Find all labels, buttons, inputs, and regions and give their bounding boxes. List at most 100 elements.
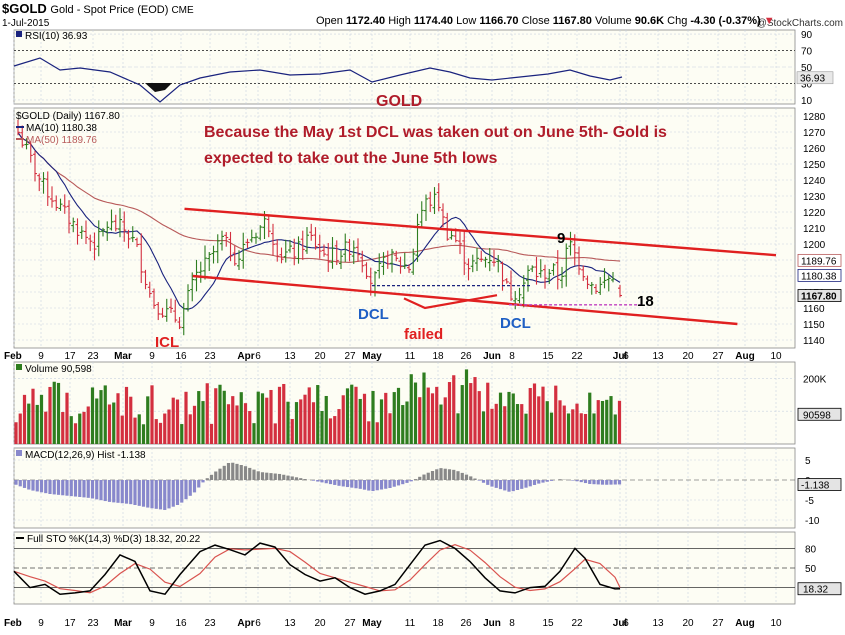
x-tick-label-bottom: 16 xyxy=(175,618,187,629)
macd-legend: MACD(12,26,9) Hist -1.138 xyxy=(25,450,146,461)
macd-hist-bar xyxy=(393,480,396,487)
chart-header: $GOLD Gold - Spot Price (EOD) CME1-Jul-2… xyxy=(2,1,843,29)
volume-bar xyxy=(546,401,549,444)
volume-bar xyxy=(308,387,311,444)
macd-hist-bar xyxy=(320,480,323,482)
x-tick-label-bottom: 18 xyxy=(432,618,444,629)
x-tick-label: 13 xyxy=(652,351,664,362)
volume-bar xyxy=(299,399,302,444)
volume-bar xyxy=(125,387,128,444)
volume-bar xyxy=(571,409,574,444)
volume-bar xyxy=(342,395,345,444)
volume-bar xyxy=(201,401,204,444)
x-tick-label-bottom: 10 xyxy=(770,618,782,629)
macd-hist-bar xyxy=(537,480,540,484)
x-tick-label: May xyxy=(362,351,382,362)
macd-hist-bar xyxy=(388,480,391,488)
volume-bar xyxy=(376,422,379,444)
volume-bar xyxy=(74,423,77,444)
rsi-tick-label: 90 xyxy=(801,30,813,41)
volume-bar xyxy=(150,385,153,444)
macd-hist-bar xyxy=(61,480,64,495)
volume-bar xyxy=(478,391,481,444)
volume-bar xyxy=(142,424,145,444)
macd-hist-bar xyxy=(87,480,90,498)
volume-bar xyxy=(104,385,107,444)
macd-hist-bar xyxy=(244,466,247,480)
x-tick-label-bottom: 11 xyxy=(405,618,416,629)
x-tick-label-bottom: 23 xyxy=(204,618,216,629)
macd-hist-bar xyxy=(490,480,493,487)
x-tick-label: 20 xyxy=(314,351,326,362)
volume-bar xyxy=(57,383,60,444)
macd-hist-bar xyxy=(235,464,238,480)
x-tick-label: 10 xyxy=(770,351,782,362)
volume-bar xyxy=(44,412,47,444)
price-legend-main: $GOLD (Daily) 1167.80 xyxy=(16,111,120,122)
volume-legend: Volume 90,598 xyxy=(25,364,92,375)
x-tick-label: 6 xyxy=(255,351,261,362)
volume-bar xyxy=(567,413,570,444)
macd-hist-bar xyxy=(159,480,162,509)
price-tick-label: 1240 xyxy=(803,176,826,187)
macd-hist-bar xyxy=(223,466,226,480)
volume-bar xyxy=(439,405,442,444)
ma50-legend: MA(50) 1189.76 xyxy=(26,135,97,146)
price-tag-value-ma10: 1180.38 xyxy=(801,271,837,282)
x-tick-label: Feb xyxy=(4,351,22,362)
volume-bar xyxy=(495,404,498,444)
volume-bar xyxy=(452,375,455,444)
macd-hist-bar xyxy=(592,480,595,484)
macd-hist-bar xyxy=(44,480,47,493)
sto-tick-label: 80 xyxy=(805,544,817,555)
x-tick-label-bottom: 15 xyxy=(542,618,554,629)
x-tick-label-bottom: 27 xyxy=(344,618,356,629)
macd-hist-bar xyxy=(167,480,170,508)
x-tick-label: 18 xyxy=(432,351,444,362)
macd-hist-bar xyxy=(133,480,136,505)
x-tick-label: 20 xyxy=(682,351,694,362)
macd-hist-bar xyxy=(427,473,430,480)
macd-hist-bar xyxy=(14,480,17,485)
volume-bar xyxy=(422,373,425,444)
volume-bar xyxy=(244,403,247,444)
volume-bar xyxy=(138,414,141,444)
macd-hist-bar xyxy=(507,480,510,492)
macd-hist-bar xyxy=(57,480,60,495)
volume-bar xyxy=(70,416,73,444)
x-tick-label: 6 xyxy=(623,351,629,362)
x-tick-label-bottom: Apr xyxy=(237,618,254,629)
volume-bar xyxy=(146,396,149,444)
volume-bar xyxy=(65,393,68,444)
price-tick-label: 1150 xyxy=(803,320,825,331)
volume-bar xyxy=(99,390,102,444)
volume-bar xyxy=(401,405,404,444)
volume-bar xyxy=(346,388,349,444)
x-tick-label-bottom: 26 xyxy=(460,618,472,629)
volume-bar xyxy=(405,401,408,444)
macd-hist-bar xyxy=(359,480,362,489)
macd-hist-bar xyxy=(550,480,553,481)
volume-bar xyxy=(129,397,132,444)
macd-hist-bar xyxy=(265,473,268,480)
volume-bar xyxy=(176,400,179,444)
macd-hist-bar xyxy=(129,480,132,504)
macd-hist-bar xyxy=(210,475,213,480)
volume-bar xyxy=(231,396,234,444)
annotation-line-1: Because the May 1st DCL was taken out on… xyxy=(204,124,667,141)
macd-hist-bar xyxy=(580,480,583,482)
x-tick-label: 15 xyxy=(542,351,554,362)
macd-hist-bar xyxy=(605,480,608,485)
macd-hist-bar xyxy=(23,480,26,488)
volume-bar xyxy=(444,397,447,444)
volume-bar xyxy=(363,394,366,444)
volume-bar xyxy=(359,399,362,444)
macd-hist-bar xyxy=(172,480,175,507)
macd-hist-bar xyxy=(575,480,578,481)
macd-hist-bar xyxy=(201,480,204,482)
macd-hist-bar xyxy=(282,475,285,480)
macd-hist-bar xyxy=(524,480,527,488)
x-tick-label-bottom: 20 xyxy=(682,618,694,629)
volume-bar xyxy=(431,393,434,444)
